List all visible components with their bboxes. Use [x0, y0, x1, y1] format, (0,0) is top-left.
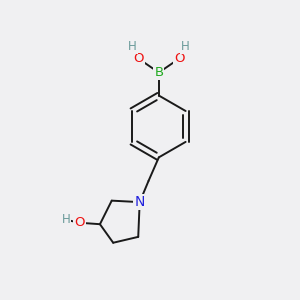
- Text: O: O: [74, 216, 85, 229]
- Text: H: H: [181, 40, 190, 52]
- Text: H: H: [128, 40, 137, 52]
- Text: H: H: [62, 213, 70, 226]
- Text: N: N: [134, 195, 145, 209]
- Text: O: O: [174, 52, 185, 65]
- Text: B: B: [154, 66, 164, 79]
- Text: O: O: [133, 52, 143, 65]
